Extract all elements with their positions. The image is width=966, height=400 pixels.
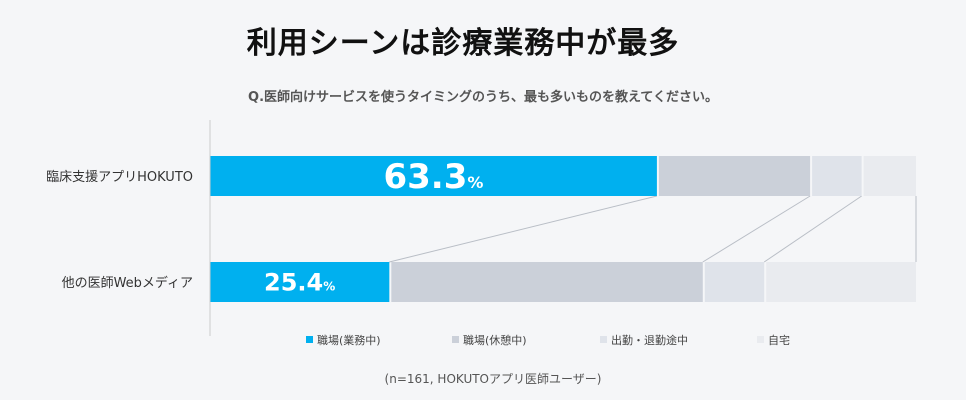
- bar-hokuto-series-1: [658, 156, 811, 196]
- legend-swatch-3: [757, 336, 764, 343]
- bar-other-media-series-3: [766, 262, 916, 302]
- category-label-1: 他の医師Webメディア: [62, 275, 193, 291]
- bar-other-media-series-1: [391, 262, 703, 302]
- connector-line-2: [763, 195, 862, 263]
- legend-label-2: 出勤・退勤途中: [611, 333, 688, 347]
- category-labels: 臨床支援アプリHOKUTO 他の医師Webメディア: [46, 170, 193, 291]
- chart-title: 利用シーンは診療業務中が最多: [246, 26, 680, 61]
- legend-label-0: 職場(業務中): [317, 333, 381, 347]
- connector-line-0: [389, 195, 658, 263]
- legend-label-1: 職場(休憩中): [463, 333, 527, 347]
- bar-other-media-series-0: [210, 262, 390, 302]
- data-label-0: 63.3%: [383, 157, 483, 197]
- legend-swatch-0: [306, 336, 313, 343]
- connector-lines: [389, 195, 917, 263]
- bar-hokuto-series-0: [210, 156, 657, 196]
- bars: [210, 156, 916, 302]
- data-label-1: 25.4%: [264, 269, 335, 297]
- legend-label-3: 自宅: [768, 333, 790, 347]
- legend: 職場(業務中) 職場(休憩中) 出勤・退勤途中 自宅: [306, 333, 790, 347]
- bar-hokuto-series-2: [812, 156, 862, 196]
- data-labels: 63.3% 25.4%: [264, 157, 483, 296]
- survey-question: Q.医師向けサービスを使うタイミングのうち、最も多いものを教えてください。: [248, 90, 718, 105]
- legend-swatch-2: [600, 336, 607, 343]
- connector-line-1: [702, 195, 811, 263]
- category-label-0: 臨床支援アプリHOKUTO: [46, 170, 193, 185]
- bar-hokuto-series-3: [863, 156, 916, 196]
- legend-swatch-1: [452, 336, 459, 343]
- sample-note: (n=161, HOKUTOアプリ医師ユーザー): [384, 372, 602, 386]
- bar-other-media-series-2: [704, 262, 765, 302]
